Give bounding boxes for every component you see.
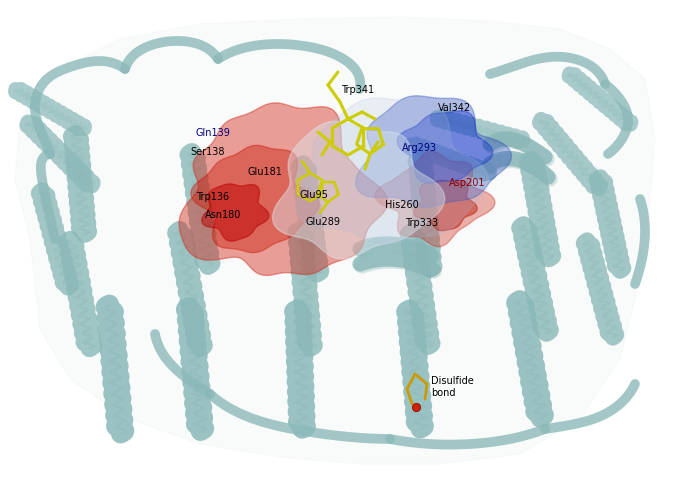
Text: Asn180: Asn180 bbox=[205, 210, 242, 219]
Polygon shape bbox=[15, 18, 655, 464]
Text: Trp341: Trp341 bbox=[341, 85, 375, 95]
Text: Ser138: Ser138 bbox=[190, 147, 225, 156]
Polygon shape bbox=[356, 96, 511, 208]
Text: Arg293: Arg293 bbox=[402, 143, 437, 153]
Text: Glu181: Glu181 bbox=[248, 167, 283, 177]
Text: His260: His260 bbox=[385, 200, 419, 210]
Polygon shape bbox=[397, 112, 493, 184]
Text: Glu95: Glu95 bbox=[300, 190, 329, 200]
Polygon shape bbox=[179, 104, 388, 276]
Polygon shape bbox=[202, 184, 269, 242]
Text: Glu289: Glu289 bbox=[305, 216, 340, 227]
Text: Val342: Val342 bbox=[438, 103, 471, 113]
Text: Disulfide
bond: Disulfide bond bbox=[431, 375, 474, 397]
Polygon shape bbox=[273, 122, 445, 260]
Text: Trp136: Trp136 bbox=[196, 192, 229, 202]
Polygon shape bbox=[296, 99, 489, 244]
Polygon shape bbox=[375, 152, 495, 247]
Text: Trp333: Trp333 bbox=[405, 217, 438, 228]
Text: Gln139: Gln139 bbox=[195, 128, 230, 138]
Polygon shape bbox=[191, 146, 319, 253]
Polygon shape bbox=[179, 104, 388, 276]
Polygon shape bbox=[414, 180, 477, 231]
Text: Asp201: Asp201 bbox=[449, 178, 485, 188]
